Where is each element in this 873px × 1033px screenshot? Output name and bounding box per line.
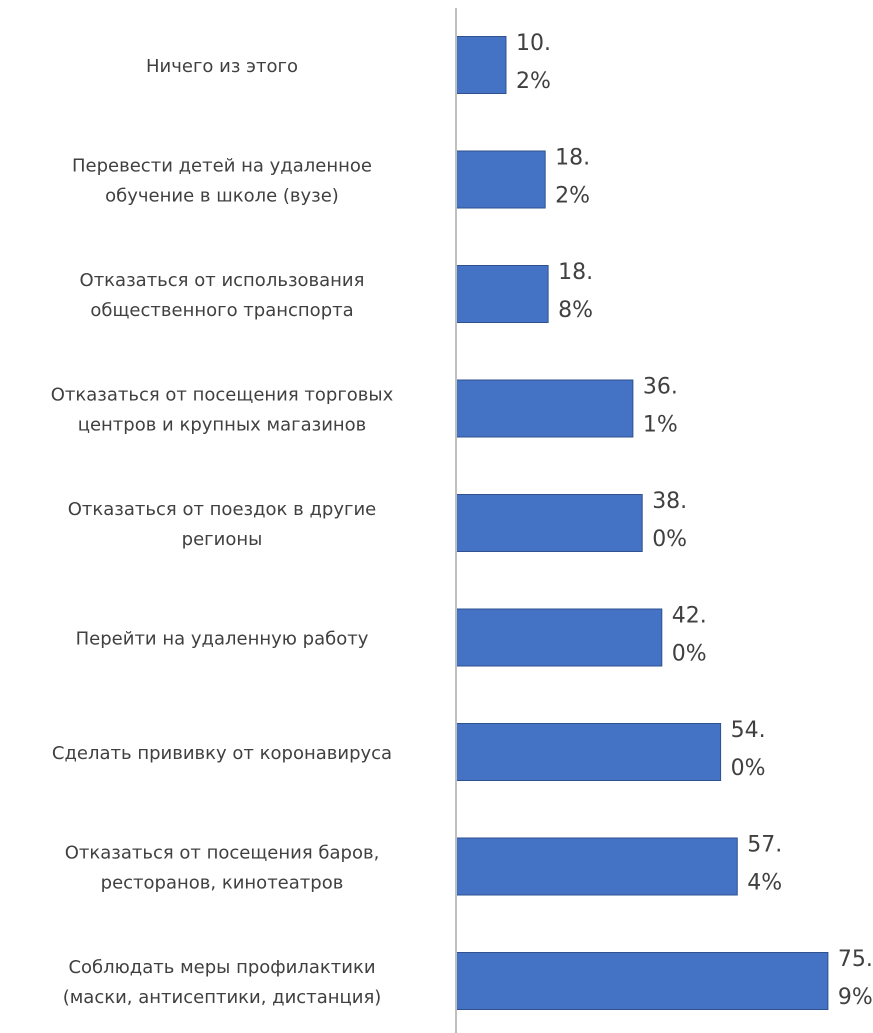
bars-group [455, 36, 829, 1010]
value-labels-group: 10. 2% 18. 2% 18. 8% 36. 1% 38. 0% 42. 0% 54. 0% 57. 4%… [516, 31, 873, 1010]
data-label-line: 57. [747, 833, 782, 858]
data-label-line: 0% [731, 756, 766, 781]
data-label-line: 2% [516, 69, 551, 94]
category-label-line: Отказаться от поездок в другие [68, 499, 376, 520]
data-label-line: 36. [643, 375, 678, 400]
category-label-line: регионы [182, 529, 263, 550]
bar [455, 265, 549, 323]
data-label-line: 4% [747, 871, 782, 896]
category-label-line: обучение в школе (вузе) [105, 186, 339, 207]
data-label: 18. 2% [555, 146, 590, 209]
category-label: Отказаться от поездок в другие регионы [68, 499, 376, 550]
data-label: 42. 0% [672, 604, 707, 667]
data-label-line: 42. [672, 604, 707, 629]
category-label-line: Отказаться от использования [80, 270, 365, 291]
data-label-line: 18. [558, 260, 593, 285]
category-label: Ничего из этого [146, 56, 298, 77]
data-label-line: 1% [643, 413, 678, 438]
category-label: Отказаться от использования общественного… [80, 270, 365, 321]
bar [455, 379, 634, 438]
category-label-line: Сделать прививку от коронавируса [52, 743, 392, 764]
category-label-line: центров и крупных магазинов [78, 415, 367, 436]
bar [455, 36, 507, 94]
category-label-line: общественного транспорта [90, 300, 353, 321]
data-label: 57. 4% [747, 833, 782, 896]
bar [455, 837, 738, 896]
data-label: 10. 2% [516, 31, 551, 94]
category-label-line: Отказаться от посещения баров, [65, 843, 380, 864]
data-label-line: 0% [672, 642, 707, 667]
category-label: Соблюдать меры профилактики (маски, антис… [63, 957, 382, 1008]
data-label-line: 9% [838, 985, 873, 1010]
category-label-line: Ничего из этого [146, 56, 298, 77]
bar [455, 608, 663, 667]
bar [455, 150, 546, 209]
data-label-line: 54. [731, 718, 766, 743]
category-label-line: Соблюдать меры профилактики [68, 957, 375, 978]
data-label-line: 18. [555, 146, 590, 171]
category-label-line: Перейти на удаленную работу [76, 629, 369, 650]
category-label: Сделать прививку от коронавируса [52, 743, 392, 764]
data-label: 18. 8% [558, 260, 593, 323]
category-label-line: (маски, антисептики, дистанция) [63, 987, 382, 1008]
bar [455, 494, 643, 552]
category-label: Отказаться от посещения баров, ресторанов… [65, 843, 380, 894]
category-label: Перевести детей на удаленное обучение в ш… [72, 156, 372, 207]
data-label-line: 10. [516, 31, 551, 56]
category-label: Перейти на удаленную работу [76, 629, 369, 650]
bar [455, 723, 722, 781]
category-label: Отказаться от посещения торговых центров … [51, 385, 394, 436]
bar [455, 952, 829, 1010]
category-label-line: ресторанов, кинотеатров [101, 873, 344, 894]
data-label-line: 0% [652, 527, 687, 552]
data-label: 36. 1% [643, 375, 678, 438]
data-label-line: 2% [555, 184, 590, 209]
category-label-line: Отказаться от посещения торговых [51, 385, 394, 406]
data-label: 38. 0% [652, 489, 687, 552]
data-label: 54. 0% [731, 718, 766, 781]
data-label: 75. 9% [838, 947, 873, 1010]
category-labels-group: Ничего из этого Перевести детей на удален… [51, 56, 394, 1008]
data-label-line: 8% [558, 298, 593, 323]
data-label-line: 75. [838, 947, 873, 972]
data-label-line: 38. [652, 489, 687, 514]
category-label-line: Перевести детей на удаленное [72, 156, 372, 177]
